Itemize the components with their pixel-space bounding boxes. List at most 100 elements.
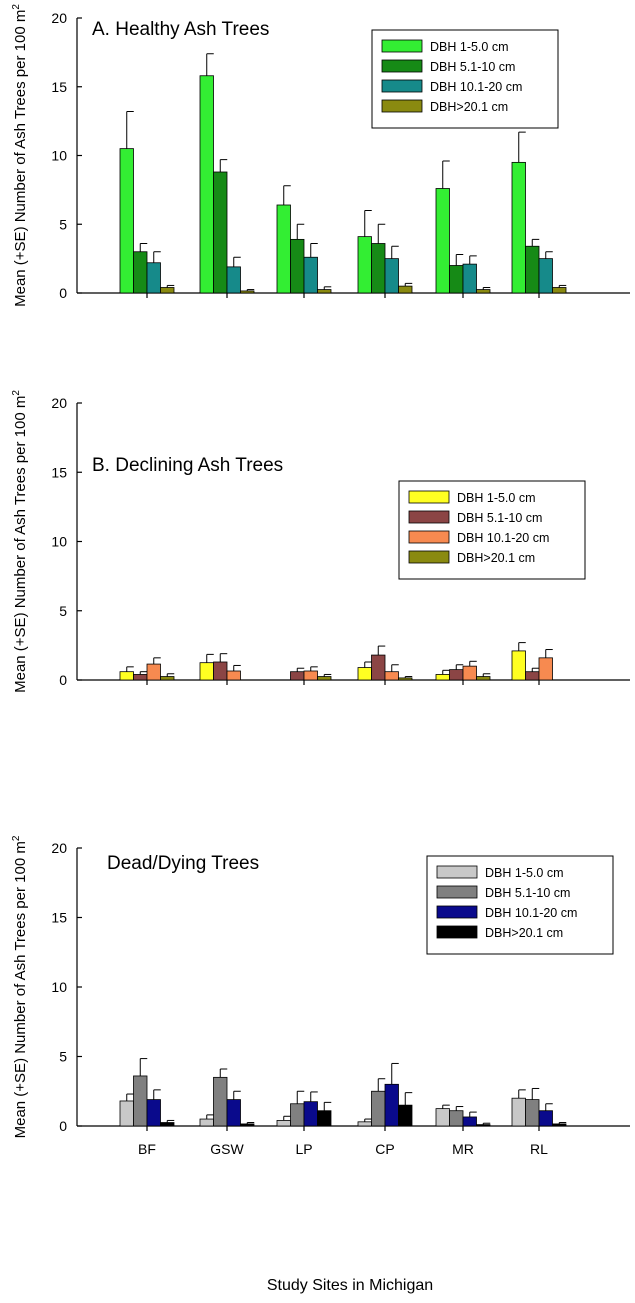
legend-label-2: DBH 5.1-10 cm — [430, 60, 515, 74]
bar-GSW-series-4 — [240, 1123, 255, 1127]
bar-RL-series-2 — [525, 1099, 540, 1127]
bar-MR-series-1 — [435, 674, 450, 681]
bar-LP-series-3 — [303, 256, 318, 294]
bar-GSW-series-1 — [199, 1118, 214, 1127]
bar-LP-series-2 — [290, 238, 305, 294]
legend-swatch-4 — [436, 925, 478, 939]
legend-label-2: DBH 5.1-10 cm — [457, 511, 542, 525]
x-tick-label: RL — [530, 1141, 548, 1157]
legend-label-4: DBH>20.1 cm — [485, 926, 563, 940]
legend-swatch-4 — [408, 550, 450, 564]
legend-swatch-2 — [436, 885, 478, 899]
bar-BF-series-4 — [160, 287, 175, 294]
bar-LP-series-1 — [276, 1120, 291, 1127]
y-tick-label: 10 — [51, 979, 67, 995]
y-axis-label: Mean (+SE) Number of Ash Trees per 100 m… — [11, 4, 29, 307]
legend-label-1: DBH 1-5.0 cm — [430, 40, 509, 54]
legend-swatch-3 — [381, 79, 423, 93]
y-tick-label: 0 — [59, 285, 67, 301]
bar-GSW-series-3 — [226, 1099, 241, 1127]
bar-CP-series-4 — [398, 285, 413, 294]
bar-MR-series-1 — [435, 1108, 450, 1127]
legend-swatch-2 — [381, 59, 423, 73]
y-axis-label-superscript: 2 — [11, 835, 22, 841]
bar-MR-series-4 — [476, 289, 491, 294]
bar-LP-series-4 — [317, 289, 332, 294]
bar-CP-series-4 — [398, 1104, 413, 1127]
chart-panel-2: 0 5 10 15 20 Mean (+SE) Number of Ash Trees p… — [11, 390, 630, 693]
bar-BF-series-3 — [146, 1099, 161, 1127]
y-tick-label: 20 — [51, 840, 67, 856]
bar-BF-series-2 — [133, 251, 148, 294]
legend-swatch-3 — [436, 905, 478, 919]
panel-title: B. Declining Ash Trees — [92, 455, 283, 476]
legend-swatch-1 — [408, 490, 450, 504]
bar-CP-series-1 — [357, 1121, 372, 1127]
legend-label-4: DBH>20.1 cm — [457, 551, 535, 565]
bar-RL-series-1 — [511, 1097, 526, 1127]
bar-RL-series-3 — [538, 1110, 553, 1127]
legend-label-1: DBH 1-5.0 cm — [457, 491, 536, 505]
bar-BF-series-3 — [146, 663, 161, 681]
bar-GSW-series-3 — [226, 670, 241, 681]
legend: DBH 1-5.0 cm DBH 5.1-10 cm DBH 10.1-20 cm D… — [371, 29, 559, 129]
bar-BF-series-1 — [119, 671, 134, 681]
y-tick-label: 15 — [51, 464, 67, 480]
bar-CP-series-2 — [371, 243, 386, 294]
y-tick-label: 10 — [51, 534, 67, 550]
bar-CP-series-2 — [371, 654, 386, 681]
bar-CP-series-4 — [398, 677, 413, 681]
bar-BF-series-1 — [119, 148, 134, 294]
bar-LP-series-4 — [317, 676, 332, 681]
legend-label-3: DBH 10.1-20 cm — [485, 906, 577, 920]
bar-MR-series-3 — [462, 665, 477, 681]
y-tick-label: 10 — [51, 148, 67, 164]
bar-GSW-series-1 — [199, 662, 214, 681]
bar-CP-series-2 — [371, 1090, 386, 1127]
bar-MR-series-1 — [435, 188, 450, 294]
x-tick-label: BF — [138, 1141, 156, 1157]
bar-RL-series-1 — [511, 650, 526, 681]
bar-LP-series-2 — [290, 671, 305, 681]
y-tick-label: 5 — [59, 216, 67, 232]
bar-RL-series-4 — [552, 1123, 567, 1127]
bar-RL-series-3 — [538, 657, 553, 681]
bar-MR-series-2 — [449, 265, 464, 294]
bar-CP-series-3 — [384, 671, 399, 681]
y-axis-label: Mean (+SE) Number of Ash Trees per 100 m… — [11, 835, 29, 1138]
bar-RL-series-1 — [511, 161, 526, 294]
bar-BF-series-2 — [133, 674, 148, 681]
x-axis-label: Study Sites in Michigan — [267, 1277, 433, 1294]
bar-LP-series-2 — [290, 1103, 305, 1127]
legend-swatch-1 — [381, 39, 423, 53]
bar-LP-series-4 — [317, 1110, 332, 1127]
legend-label-2: DBH 5.1-10 cm — [485, 886, 570, 900]
legend-swatch-4 — [381, 99, 423, 113]
y-tick-label: 0 — [59, 1118, 67, 1134]
bar-MR-series-3 — [462, 1116, 477, 1127]
bar-MR-series-4 — [476, 676, 491, 681]
legend-label-3: DBH 10.1-20 cm — [457, 531, 549, 545]
x-tick-label: GSW — [210, 1141, 244, 1157]
bar-GSW-series-3 — [226, 266, 241, 294]
bar-MR-series-2 — [449, 1110, 464, 1127]
bar-BF-series-1 — [119, 1100, 134, 1127]
bar-RL-series-2 — [525, 245, 540, 294]
chart-panel-3: 0 5 10 15 20 Mean (+SE) Number of Ash Trees p… — [11, 835, 630, 1157]
y-tick-label: 0 — [59, 672, 67, 688]
bar-CP-series-3 — [384, 258, 399, 294]
x-tick-label: LP — [295, 1141, 312, 1157]
bar-GSW-series-1 — [199, 75, 214, 294]
bar-GSW-series-2 — [213, 1076, 228, 1127]
y-tick-label: 20 — [51, 395, 67, 411]
bar-CP-series-1 — [357, 236, 372, 294]
y-tick-label: 5 — [59, 603, 67, 619]
y-tick-label: 15 — [51, 79, 67, 95]
bar-BF-series-4 — [160, 676, 175, 681]
y-axis-label: Mean (+SE) Number of Ash Trees per 100 m… — [11, 390, 29, 693]
bar-BF-series-3 — [146, 262, 161, 294]
bar-BF-series-2 — [133, 1075, 148, 1127]
x-tick-label: MR — [452, 1141, 474, 1157]
legend-label-1: DBH 1-5.0 cm — [485, 866, 564, 880]
